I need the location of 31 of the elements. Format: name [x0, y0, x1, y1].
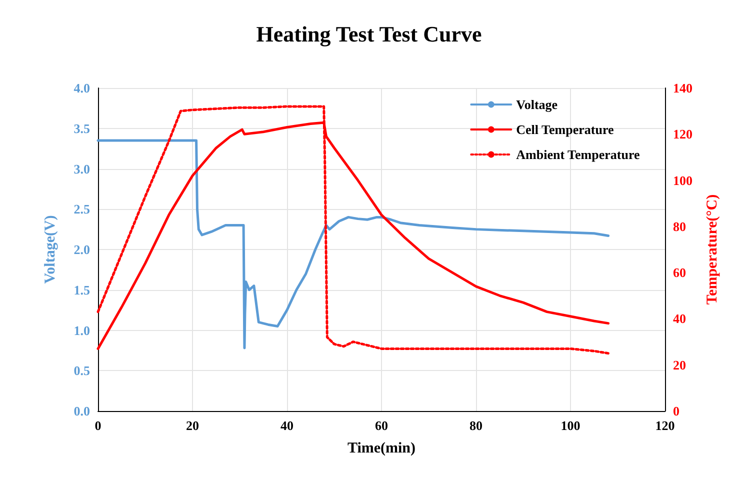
x-axis-title: Time(min) — [347, 440, 416, 456]
y2-tick-label: 140 — [673, 80, 692, 96]
y2-tick-label: 60 — [673, 265, 686, 280]
y2-tick-label: 20 — [673, 357, 686, 372]
x-tick-label: 40 — [280, 418, 294, 433]
y-tick-label: 3.5 — [74, 120, 90, 136]
y-tick-label: 1.5 — [74, 282, 90, 298]
legend-label: Voltage — [516, 97, 558, 112]
x-tick-label: 80 — [470, 418, 482, 433]
y-tick-label: 0.5 — [74, 363, 90, 378]
y-axis-title: Voltage(V) — [42, 215, 58, 284]
y2-tick-label: 40 — [673, 311, 686, 326]
y-tick-label: 3.0 — [74, 161, 90, 176]
y2-tick-label: 120 — [673, 126, 692, 142]
y2-tick-label: 100 — [673, 172, 692, 188]
y-tick-label: 0.0 — [74, 404, 90, 418]
x-tick-label: 0 — [94, 418, 102, 433]
y2-tick-label: 80 — [673, 218, 686, 234]
x-tick-label: 120 — [655, 418, 675, 433]
y2-tick-label: 0 — [673, 404, 680, 418]
y-tick-label: 2.5 — [74, 202, 90, 217]
chart-title: Heating Test Test Curve — [256, 22, 482, 46]
x-tick-label: 20 — [186, 418, 199, 433]
legend-label: Cell Temperature — [516, 122, 614, 137]
x-tick-label: 100 — [560, 418, 580, 433]
legend-label: Ambient Temperature — [516, 147, 640, 162]
y-tick-label: 4.0 — [74, 80, 90, 96]
y2-axis-title: Temperature(°C) — [704, 194, 720, 305]
x-tick-label: 60 — [375, 418, 388, 433]
y-tick-label: 2.0 — [74, 242, 90, 257]
y-tick-label: 1.0 — [74, 322, 90, 338]
